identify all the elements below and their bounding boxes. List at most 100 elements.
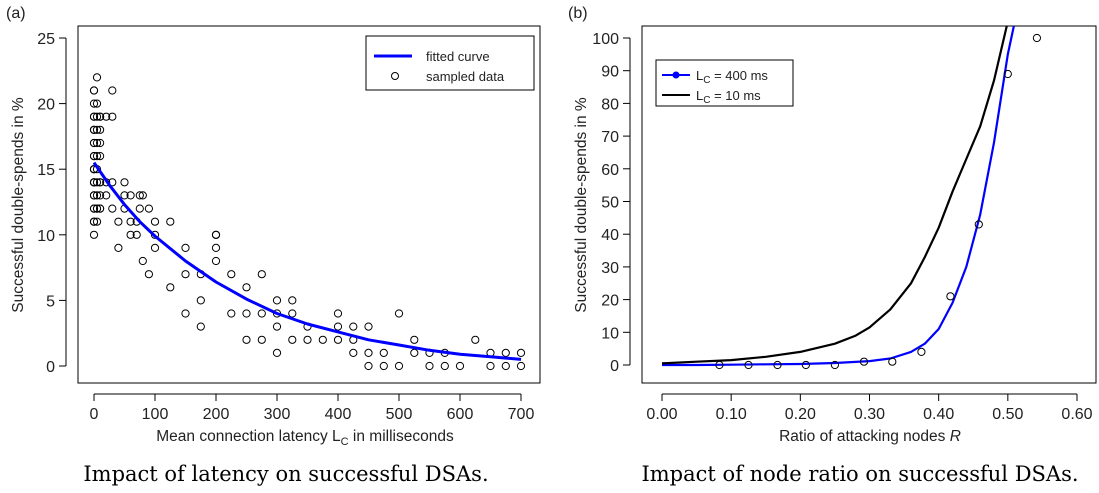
panel-b-node-ratio-chart: (b) 0.00 0.10 0.20 0.30 0.40 0.50 0.60 0 10 20 30 4… xyxy=(568,5,1097,486)
y-tick-label: 25 xyxy=(37,31,55,48)
data-point xyxy=(364,348,373,357)
data-point xyxy=(96,178,105,187)
data-point xyxy=(108,86,117,95)
data-point xyxy=(272,322,282,331)
panel-a-plot-frame xyxy=(77,25,541,384)
data-point xyxy=(801,360,811,370)
data-point xyxy=(501,348,510,357)
data-point xyxy=(92,217,102,226)
data-point xyxy=(227,270,236,279)
data-point xyxy=(440,361,449,371)
x-tick-label: 600 xyxy=(447,406,474,423)
data-point xyxy=(242,309,251,318)
data-point xyxy=(89,217,99,226)
data-point xyxy=(1003,69,1012,79)
data-point xyxy=(288,296,297,305)
data-point xyxy=(181,243,190,252)
data-point xyxy=(96,112,105,121)
y-tick-label: 40 xyxy=(601,227,619,244)
series-line xyxy=(92,161,522,361)
data-point xyxy=(92,178,102,187)
data-point xyxy=(257,309,266,318)
data-point xyxy=(1032,33,1042,43)
panel-a-legend-box xyxy=(365,35,535,91)
data-point xyxy=(89,191,99,200)
x-tick-label: 0 xyxy=(90,406,99,423)
data-point xyxy=(211,230,221,239)
data-point xyxy=(715,360,724,370)
y-tick-label: 5 xyxy=(46,293,55,310)
data-point xyxy=(501,361,510,371)
panel-b-x-axis-title: Ratio of attacking nodes R xyxy=(779,428,961,445)
y-tick-label: 100 xyxy=(592,31,619,48)
data-point xyxy=(150,217,160,226)
y-tick-label: 50 xyxy=(601,195,619,212)
y-tick-label: 80 xyxy=(601,96,619,113)
data-point xyxy=(227,309,236,318)
data-point xyxy=(364,361,373,371)
y-tick-label: 15 xyxy=(37,162,55,179)
data-point xyxy=(92,204,102,213)
data-point xyxy=(108,204,117,213)
panel-b-axes: 0.00 0.10 0.20 0.30 0.40 0.50 0.60 0 10 20 30 40 50 6… xyxy=(592,31,1092,423)
data-point xyxy=(89,138,99,148)
data-point xyxy=(89,112,99,121)
data-point xyxy=(181,270,190,279)
y-tick-label: 10 xyxy=(601,325,619,342)
data-point xyxy=(138,256,147,266)
data-point xyxy=(410,348,419,357)
legend-sampled-data-label: sampled data xyxy=(426,69,505,84)
y-tick-label: 70 xyxy=(601,129,619,146)
data-point xyxy=(96,125,105,134)
data-point xyxy=(166,217,175,226)
data-point xyxy=(333,322,343,331)
data-point xyxy=(455,361,465,371)
data-point xyxy=(135,204,144,213)
data-point xyxy=(859,357,869,366)
data-point xyxy=(379,348,388,357)
data-point xyxy=(410,335,419,344)
panel-a-x-axis-title: Mean connection latency LC in millisecon… xyxy=(156,428,454,448)
legend-fitted-curve-label: fitted curve xyxy=(426,49,490,64)
legend-400ms-marker xyxy=(672,71,680,79)
data-point xyxy=(150,243,160,252)
data-point xyxy=(89,178,99,187)
data-point xyxy=(120,178,129,187)
data-point xyxy=(150,230,160,239)
panel-a-latency-chart: (a) 0 100 200 300 400 500 600 700 0 5 10 15 20 25 fit… xyxy=(6,5,541,486)
series-line xyxy=(662,26,1015,367)
data-point xyxy=(138,191,147,200)
data-point xyxy=(181,309,190,318)
data-point xyxy=(257,270,266,279)
panel-b-plot-frame xyxy=(641,25,1097,384)
data-point xyxy=(120,191,129,200)
data-point xyxy=(486,361,495,371)
panel-a-axes: 0 100 200 300 400 500 600 700 0 5 10 15 20 25 xyxy=(37,31,534,423)
data-point xyxy=(242,335,251,344)
data-point xyxy=(917,347,926,356)
y-tick-label: 20 xyxy=(37,97,55,114)
data-point xyxy=(516,348,526,357)
series-line xyxy=(661,26,1008,365)
data-point xyxy=(888,357,897,366)
data-point xyxy=(89,86,99,95)
x-tick-label: 0.20 xyxy=(785,406,816,423)
x-axis-subscript: C xyxy=(341,436,349,448)
data-point xyxy=(974,220,983,229)
data-point xyxy=(92,152,102,161)
y-tick-label: 60 xyxy=(601,162,619,179)
legend-10ms-label: LC = 10 ms xyxy=(696,88,761,106)
data-point xyxy=(144,204,153,213)
data-point xyxy=(102,191,111,200)
data-point xyxy=(303,335,312,344)
data-point xyxy=(288,335,297,344)
data-point xyxy=(89,152,99,161)
x-tick-label: 0.00 xyxy=(646,406,677,423)
data-point xyxy=(114,217,123,226)
data-point xyxy=(773,360,782,370)
data-point xyxy=(126,217,135,226)
x-tick-label: 100 xyxy=(142,406,169,423)
panel-b-legend: LC = 400 ms LC = 10 ms xyxy=(655,59,794,107)
panel-a-legend: fitted curve sampled data xyxy=(365,35,535,91)
data-point xyxy=(196,296,205,305)
